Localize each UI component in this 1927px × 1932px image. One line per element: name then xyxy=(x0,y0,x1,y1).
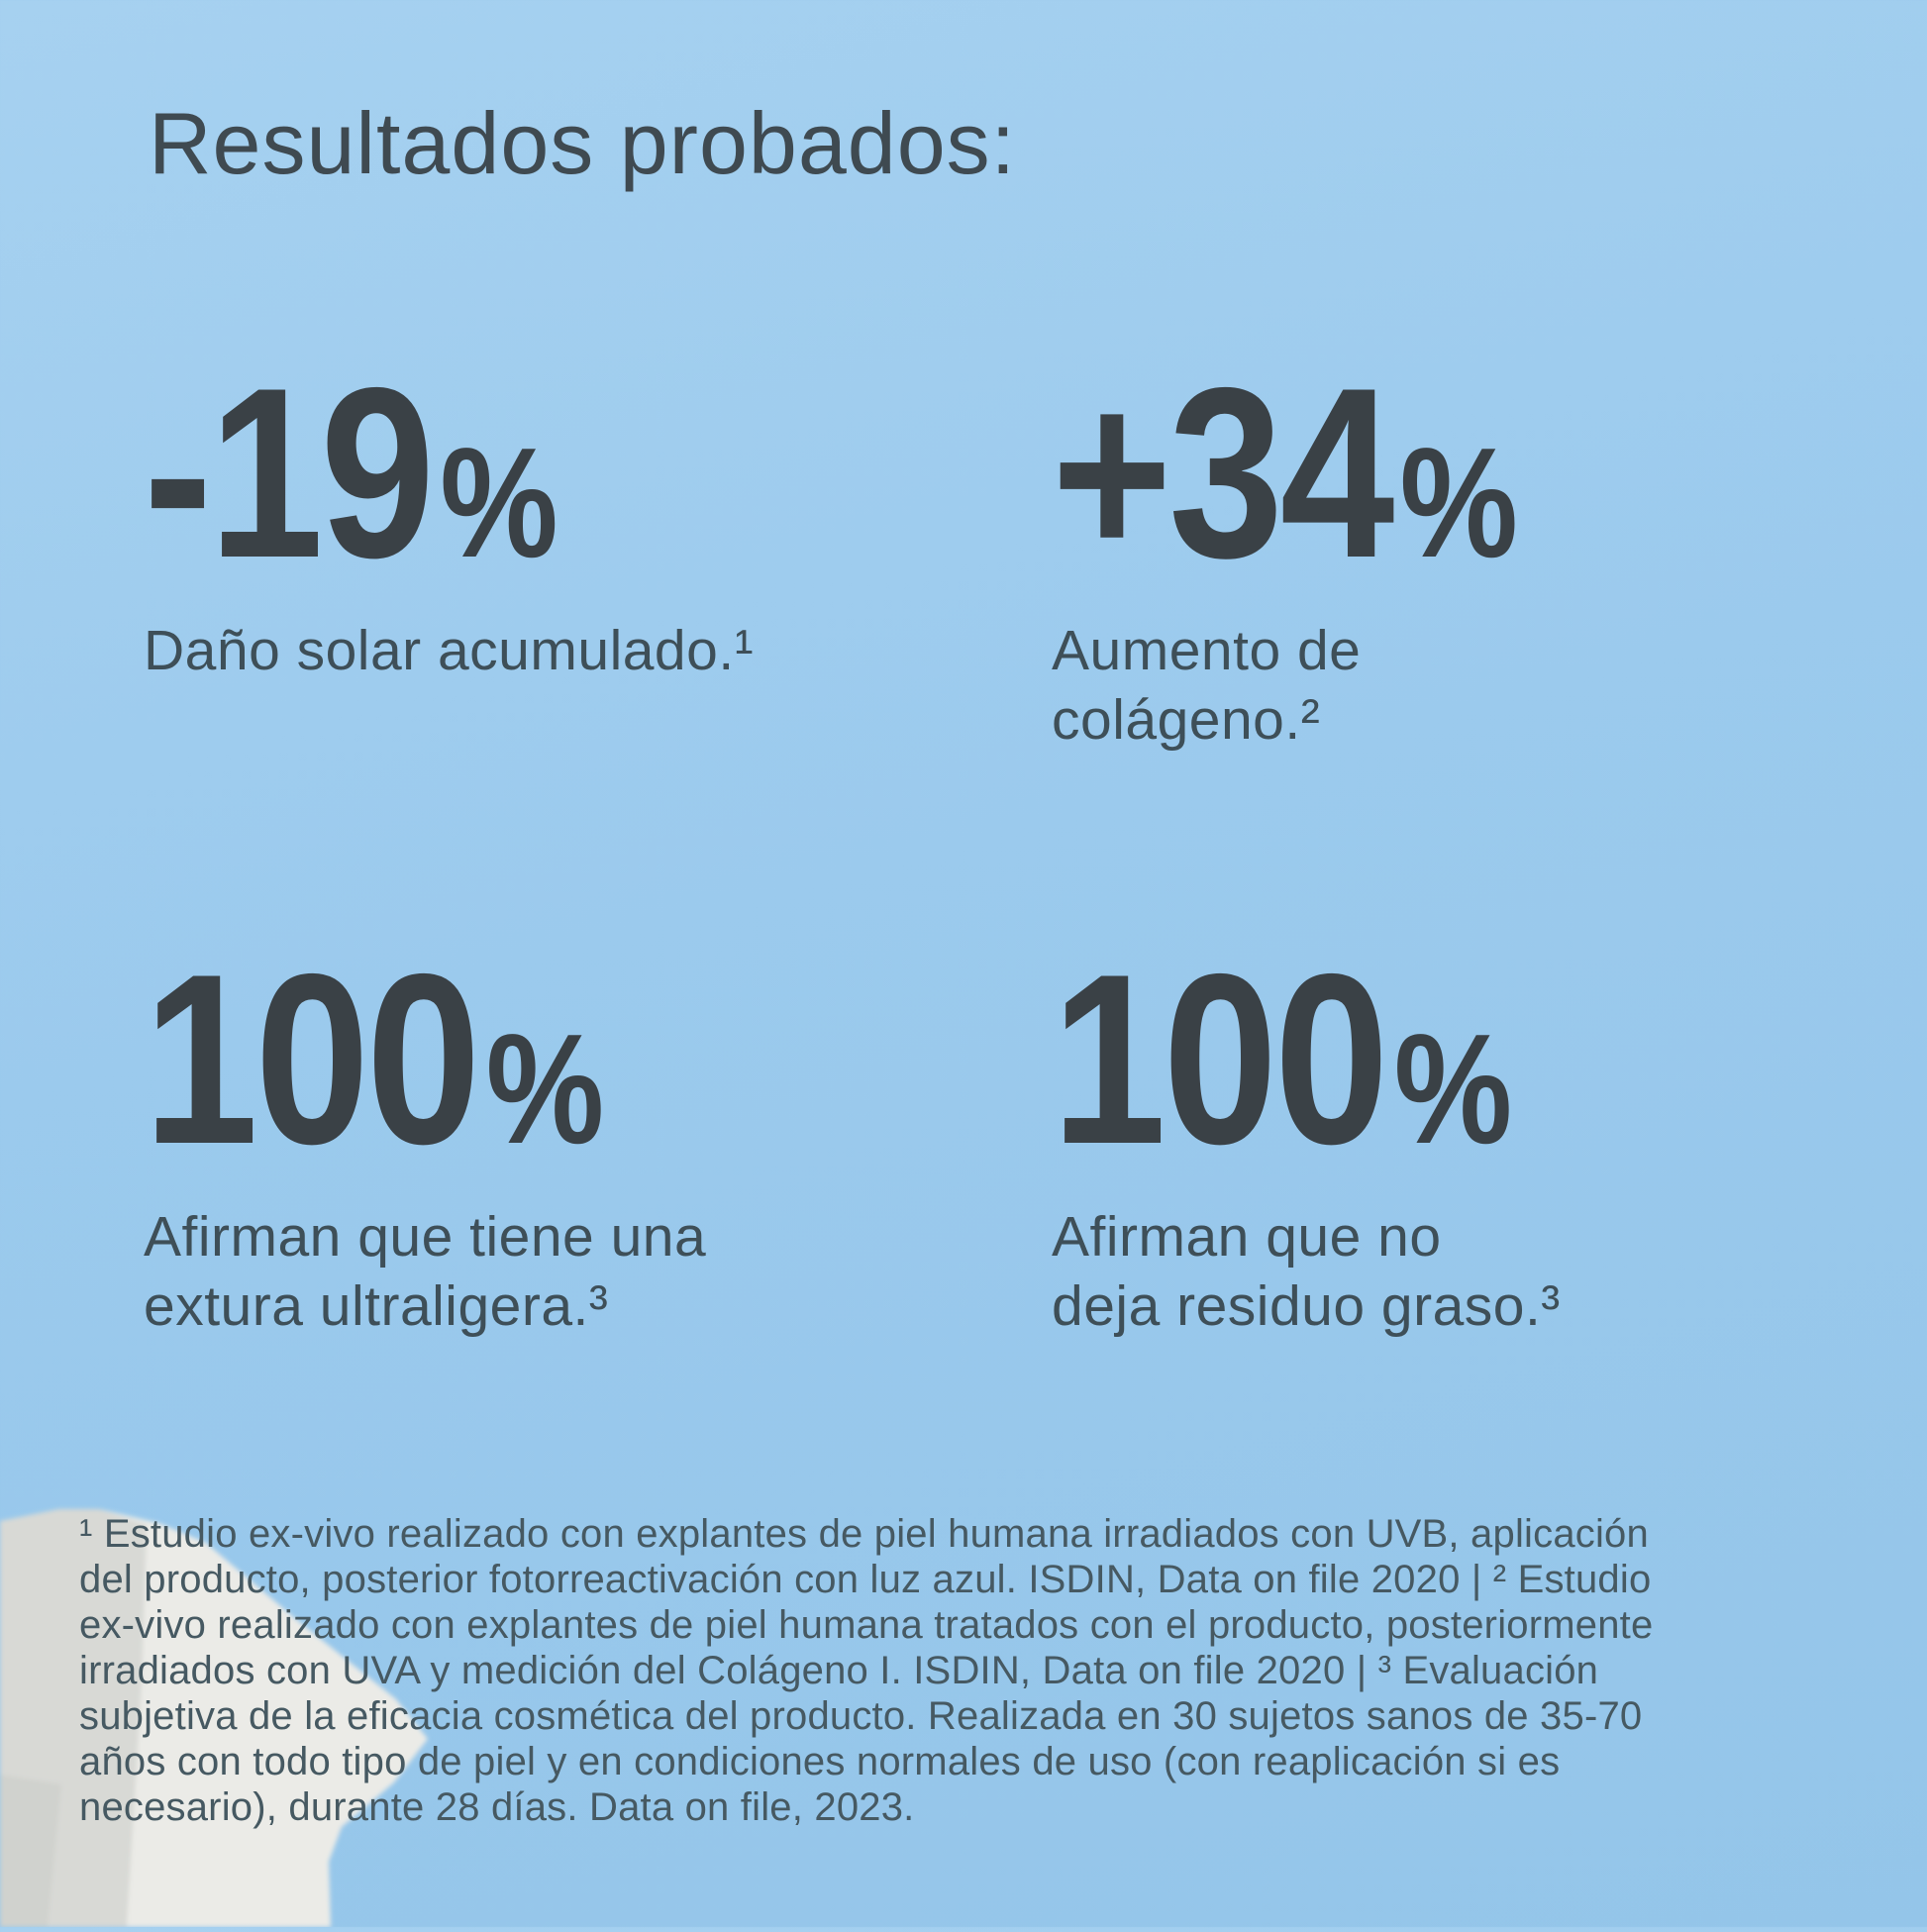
footnote-line: ex-vivo realizado con explantes de piel … xyxy=(79,1603,1654,1647)
stat-number-text: -19 xyxy=(144,337,435,608)
stat-label-line: Afirman que no xyxy=(1052,1205,1442,1269)
footnote-block: ¹ Estudio ex-vivo realizado con explante… xyxy=(79,1511,1653,1830)
stat-label-line: colágeno.² xyxy=(1052,688,1321,752)
wall-base-shadow xyxy=(0,1775,61,1927)
stat-no-residue: 100% Afirman que no deja residuo graso.³ xyxy=(1052,938,1903,1341)
stat-label-sun-damage: Daño solar acumulado.¹ xyxy=(144,616,995,685)
stat-label-line: Afirman que tiene una xyxy=(144,1205,707,1269)
footnote-line: subjetiva de la eficacia cosmética del p… xyxy=(79,1694,1643,1738)
stat-value-no-residue: 100% xyxy=(1052,938,1775,1180)
stat-label-texture: Afirman que tiene una extura ultraligera… xyxy=(144,1202,995,1341)
footnote-line: irradiados con UVA y medición del Coláge… xyxy=(79,1649,1599,1692)
stat-label-line: Daño solar acumulado.¹ xyxy=(144,619,755,682)
page-title: Resultados probados: xyxy=(149,94,1017,192)
percent-sign: % xyxy=(1399,416,1518,590)
stat-number-text: 100 xyxy=(1052,923,1389,1194)
stat-texture: 100% Afirman que tiene una extura ultral… xyxy=(144,938,995,1341)
stat-number-text: +34 xyxy=(1052,337,1394,608)
footnote-line: ¹ Estudio ex-vivo realizado con explante… xyxy=(79,1512,1649,1556)
stat-label-collagen: Aumento de colágeno.² xyxy=(1052,616,1903,755)
percent-sign: % xyxy=(440,416,558,590)
stat-value-texture: 100% xyxy=(144,938,867,1180)
stat-collagen: +34% Aumento de colágeno.² xyxy=(1052,352,1903,755)
stat-label-line: deja residuo graso.³ xyxy=(1052,1274,1561,1338)
stat-value-sun-damage: -19% xyxy=(144,352,867,594)
footnote-line: años con todo tipo de piel y en condicio… xyxy=(79,1740,1561,1783)
footnote-line: necesario), durante 28 días. Data on fil… xyxy=(79,1785,915,1829)
percent-sign: % xyxy=(1393,1002,1513,1176)
stat-label-line: extura ultraligera.³ xyxy=(144,1274,609,1338)
stat-value-collagen: +34% xyxy=(1052,352,1775,594)
stat-label-no-residue: Afirman que no deja residuo graso.³ xyxy=(1052,1202,1903,1341)
stat-sun-damage: -19% Daño solar acumulado.¹ xyxy=(144,352,995,685)
stat-label-line: Aumento de xyxy=(1052,619,1362,682)
percent-sign: % xyxy=(485,1002,605,1176)
stat-number-text: 100 xyxy=(144,923,481,1194)
footnote-line: del producto, posterior fotorreactivació… xyxy=(79,1558,1652,1601)
